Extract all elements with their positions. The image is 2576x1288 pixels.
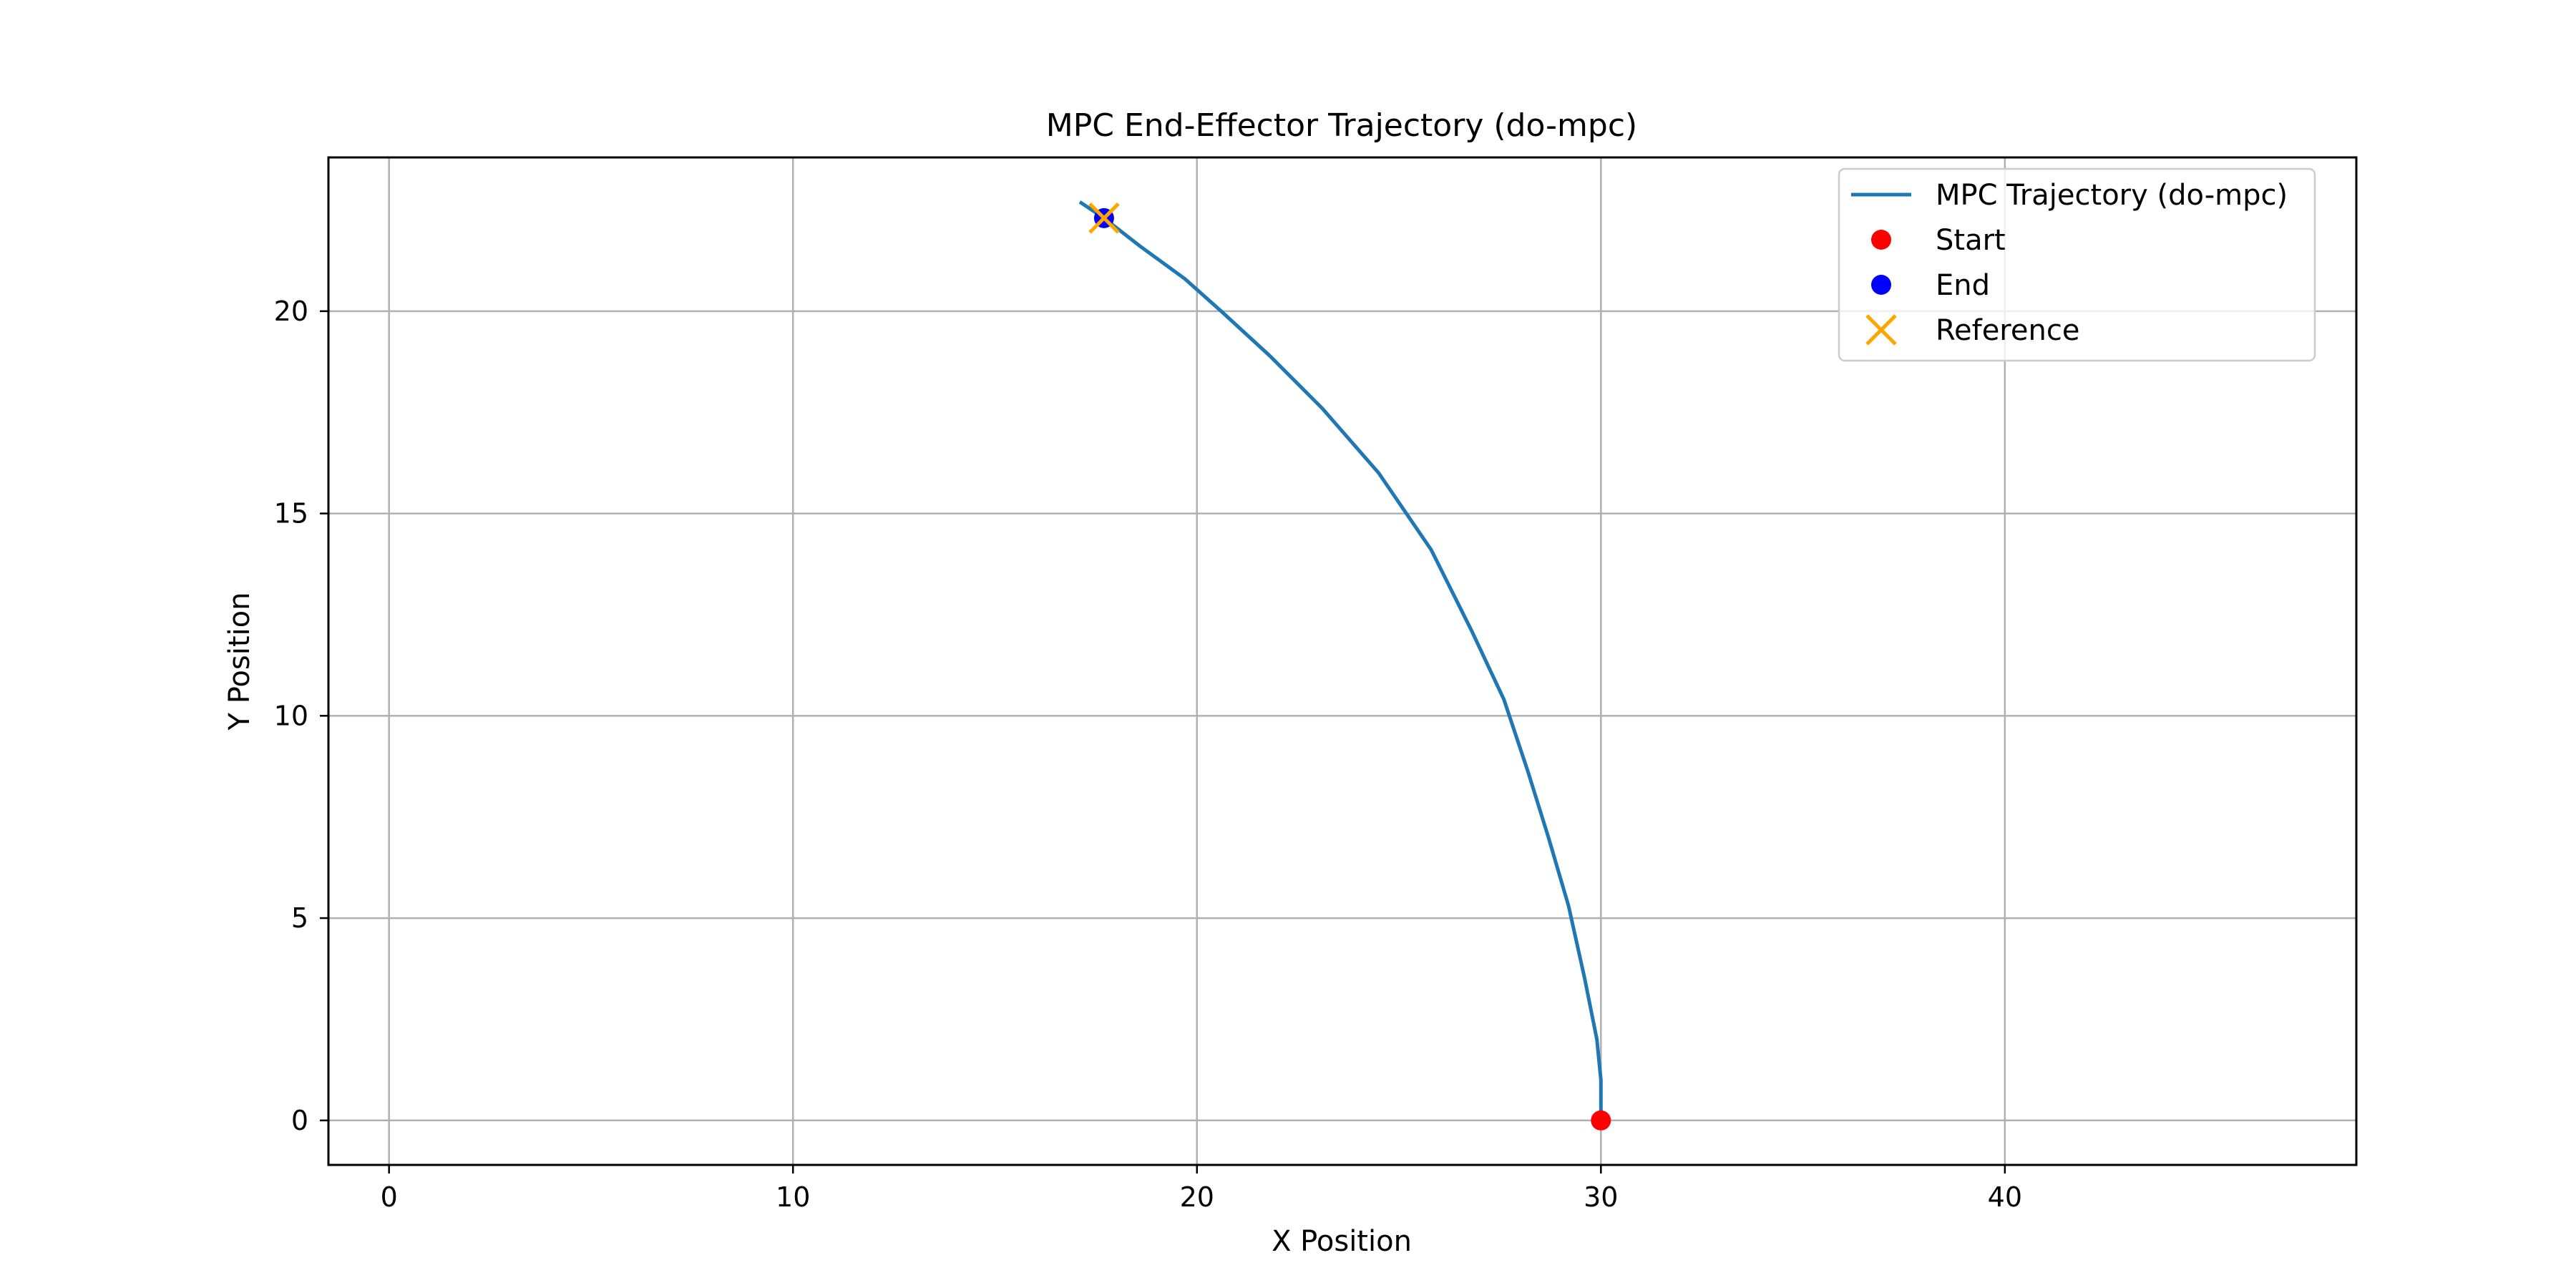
y-axis-label: Y Position bbox=[223, 592, 256, 731]
x-tick-label: 20 bbox=[1180, 1181, 1214, 1213]
legend-label: MPC Trajectory (do-mpc) bbox=[1936, 179, 2288, 212]
y-tick-label: 15 bbox=[274, 498, 308, 530]
chart-title: MPC End-Effector Trajectory (do-mpc) bbox=[1046, 107, 1637, 144]
y-tick-label: 5 bbox=[291, 902, 308, 934]
legend-label: Reference bbox=[1936, 314, 2079, 347]
start-point bbox=[1591, 1110, 1611, 1131]
reference-point bbox=[1088, 203, 1120, 234]
legend-dot-swatch bbox=[1871, 230, 1891, 250]
legend-label: Start bbox=[1936, 224, 2006, 257]
y-tick-label: 10 bbox=[274, 700, 308, 731]
plot-area-frame bbox=[327, 156, 2358, 1166]
x-axis-label: X Position bbox=[1272, 1225, 1412, 1258]
legend-item-reference: Reference bbox=[1865, 314, 2079, 347]
axis-ticks: 0 10 20 30 40 0 5 10 15 20 bbox=[274, 296, 2022, 1213]
x-tick-label: 40 bbox=[1988, 1181, 2022, 1213]
legend-item-start: Start bbox=[1871, 224, 2006, 257]
legend-x-swatch bbox=[1865, 314, 1897, 346]
legend-box bbox=[1838, 167, 2316, 362]
x-tick-label: 0 bbox=[381, 1181, 398, 1213]
trajectory-line bbox=[1078, 200, 1603, 1121]
series-layer bbox=[1078, 200, 1603, 1121]
y-tick-label: 0 bbox=[291, 1105, 308, 1136]
legend-item-end: End bbox=[1871, 269, 1990, 302]
points-layer bbox=[1088, 203, 1611, 1131]
x-tick-label: 30 bbox=[1584, 1181, 1618, 1213]
y-tick-label: 20 bbox=[274, 296, 308, 327]
legend-label: End bbox=[1936, 269, 1990, 302]
x-tick-label: 10 bbox=[776, 1181, 810, 1213]
legend: MPC Trajectory (do-mpc) Start End Reference bbox=[1838, 167, 2316, 362]
legend-dot-swatch bbox=[1871, 275, 1891, 295]
legend-item-mpc-trajectory-do-mpc: MPC Trajectory (do-mpc) bbox=[1851, 179, 2288, 212]
